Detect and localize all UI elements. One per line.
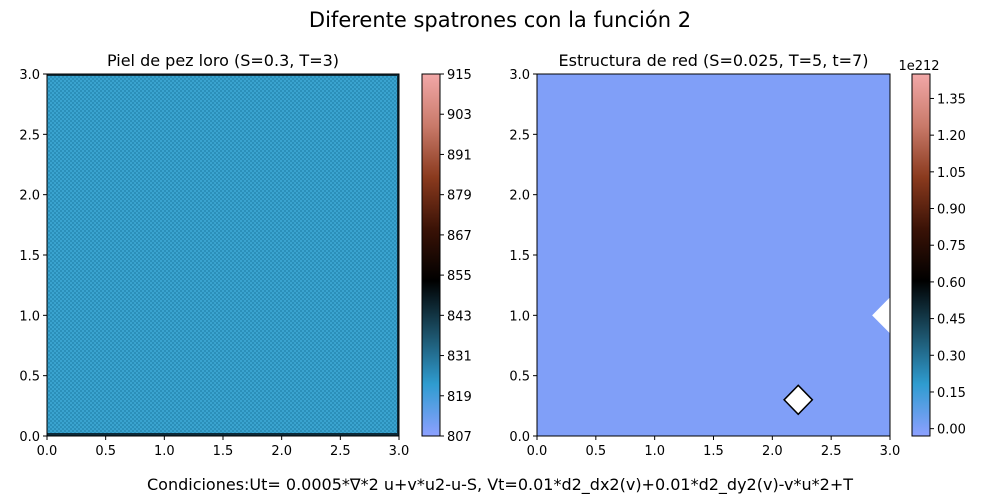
panel-1: Piel de pez loro (S=0.3, T=3) 0.0 0.5 1.0 1.… [19, 51, 472, 459]
y-tick-label: 2.0 [509, 189, 530, 204]
blank-region-1 [783, 384, 814, 416]
colorbar-tick-label: 0.30 [937, 349, 966, 364]
y-tick-label: 2.5 [509, 128, 530, 143]
colorbar: 0.00 0.15 0.30 0.45 0.60 0.75 0.90 1.05 1.20 1.35… [898, 59, 966, 438]
x-tick-label: 1.0 [644, 444, 665, 459]
x-tick-label: 3.0 [389, 444, 410, 459]
y-tick-label: 0.5 [19, 370, 40, 385]
y-tick-label: 1.5 [19, 249, 40, 264]
y-tick-label: 0.0 [19, 430, 40, 445]
colorbar-tick-label: 0.90 [937, 203, 966, 218]
x-tick-label: 2.5 [330, 444, 351, 459]
colorbar-tick-label: 0.00 [937, 423, 966, 438]
y-tick-label: 1.5 [509, 249, 530, 264]
heatmap-field [47, 74, 399, 436]
colorbar-tick-label: 0.45 [937, 313, 966, 328]
colorbar-tick-label: 843 [447, 309, 472, 324]
heatmap-edge-top [47, 74, 399, 76]
colorbar-tick-label: 807 [447, 430, 472, 445]
heatmap-edge-bottom [47, 433, 399, 436]
x-tick-label: 0.5 [585, 444, 606, 459]
colorbar-gradient [911, 73, 931, 437]
x-tick-label: 2.0 [762, 444, 783, 459]
x-tick-label: 1.5 [213, 444, 234, 459]
y-tick-label: 1.0 [19, 309, 40, 324]
y-tick-label: 1.0 [509, 309, 530, 324]
y-tick-label: 3.0 [509, 68, 530, 83]
x-tick-label: 2.5 [821, 444, 842, 459]
colorbar-tick-label: 0.15 [937, 386, 966, 401]
colorbar: 807 819 831 843 855 867 879 891 903 915 [421, 68, 472, 445]
colorbar-offset-label: 1e212 [898, 59, 939, 74]
x-tick-label: 1.0 [154, 444, 175, 459]
y-tick-label: 3.0 [19, 68, 40, 83]
x-tick-label: 2.0 [271, 444, 292, 459]
colorbar-tick-label: 1.20 [937, 129, 966, 144]
x-tick-label: 0.5 [95, 444, 116, 459]
y-tick-label: 2.0 [19, 189, 40, 204]
colorbar-tick-label: 879 [447, 189, 472, 204]
colorbar-tick-label: 831 [447, 350, 472, 365]
x-tick-label: 0.0 [527, 444, 548, 459]
panel-title: Piel de pez loro (S=0.3, T=3) [107, 51, 339, 70]
colorbar-tick-label: 0.60 [937, 276, 966, 291]
y-tick-label: 0.5 [509, 370, 530, 385]
y-tick-label: 0.0 [509, 430, 530, 445]
heatmap-edge-right [397, 74, 399, 436]
figure-title: Diferente spatrones con la función 2 [308, 8, 692, 32]
y-tick-label: 2.5 [19, 128, 40, 143]
colorbar-tick-label: 903 [447, 108, 472, 123]
colorbar-tick-label: 915 [447, 68, 472, 83]
heatmap-field [537, 74, 890, 436]
colorbar-tick-label: 891 [447, 148, 472, 163]
x-tick-label: 3.0 [880, 444, 901, 459]
colorbar-tick-label: 1.35 [937, 92, 966, 107]
colorbar-tick-label: 855 [447, 269, 472, 284]
colorbar-gradient [421, 73, 441, 437]
colorbar-tick-label: 1.05 [937, 166, 966, 181]
x-tick-label: 0.0 [37, 444, 58, 459]
panel-title: Estructura de red (S=0.025, T=5, t=7) [559, 51, 869, 70]
x-tick-label: 1.5 [703, 444, 724, 459]
conditions-caption: Condiciones:Ut= 0.0005*∇*2 u+v*u2-u-S, V… [146, 475, 853, 494]
colorbar-tick-label: 819 [447, 390, 472, 405]
blank-region-2 [872, 297, 890, 334]
colorbar-tick-label: 867 [447, 229, 472, 244]
colorbar-tick-label: 0.75 [937, 239, 966, 254]
panel-2: Estructura de red (S=0.025, T=5, t=7) 0.0… [509, 51, 966, 459]
